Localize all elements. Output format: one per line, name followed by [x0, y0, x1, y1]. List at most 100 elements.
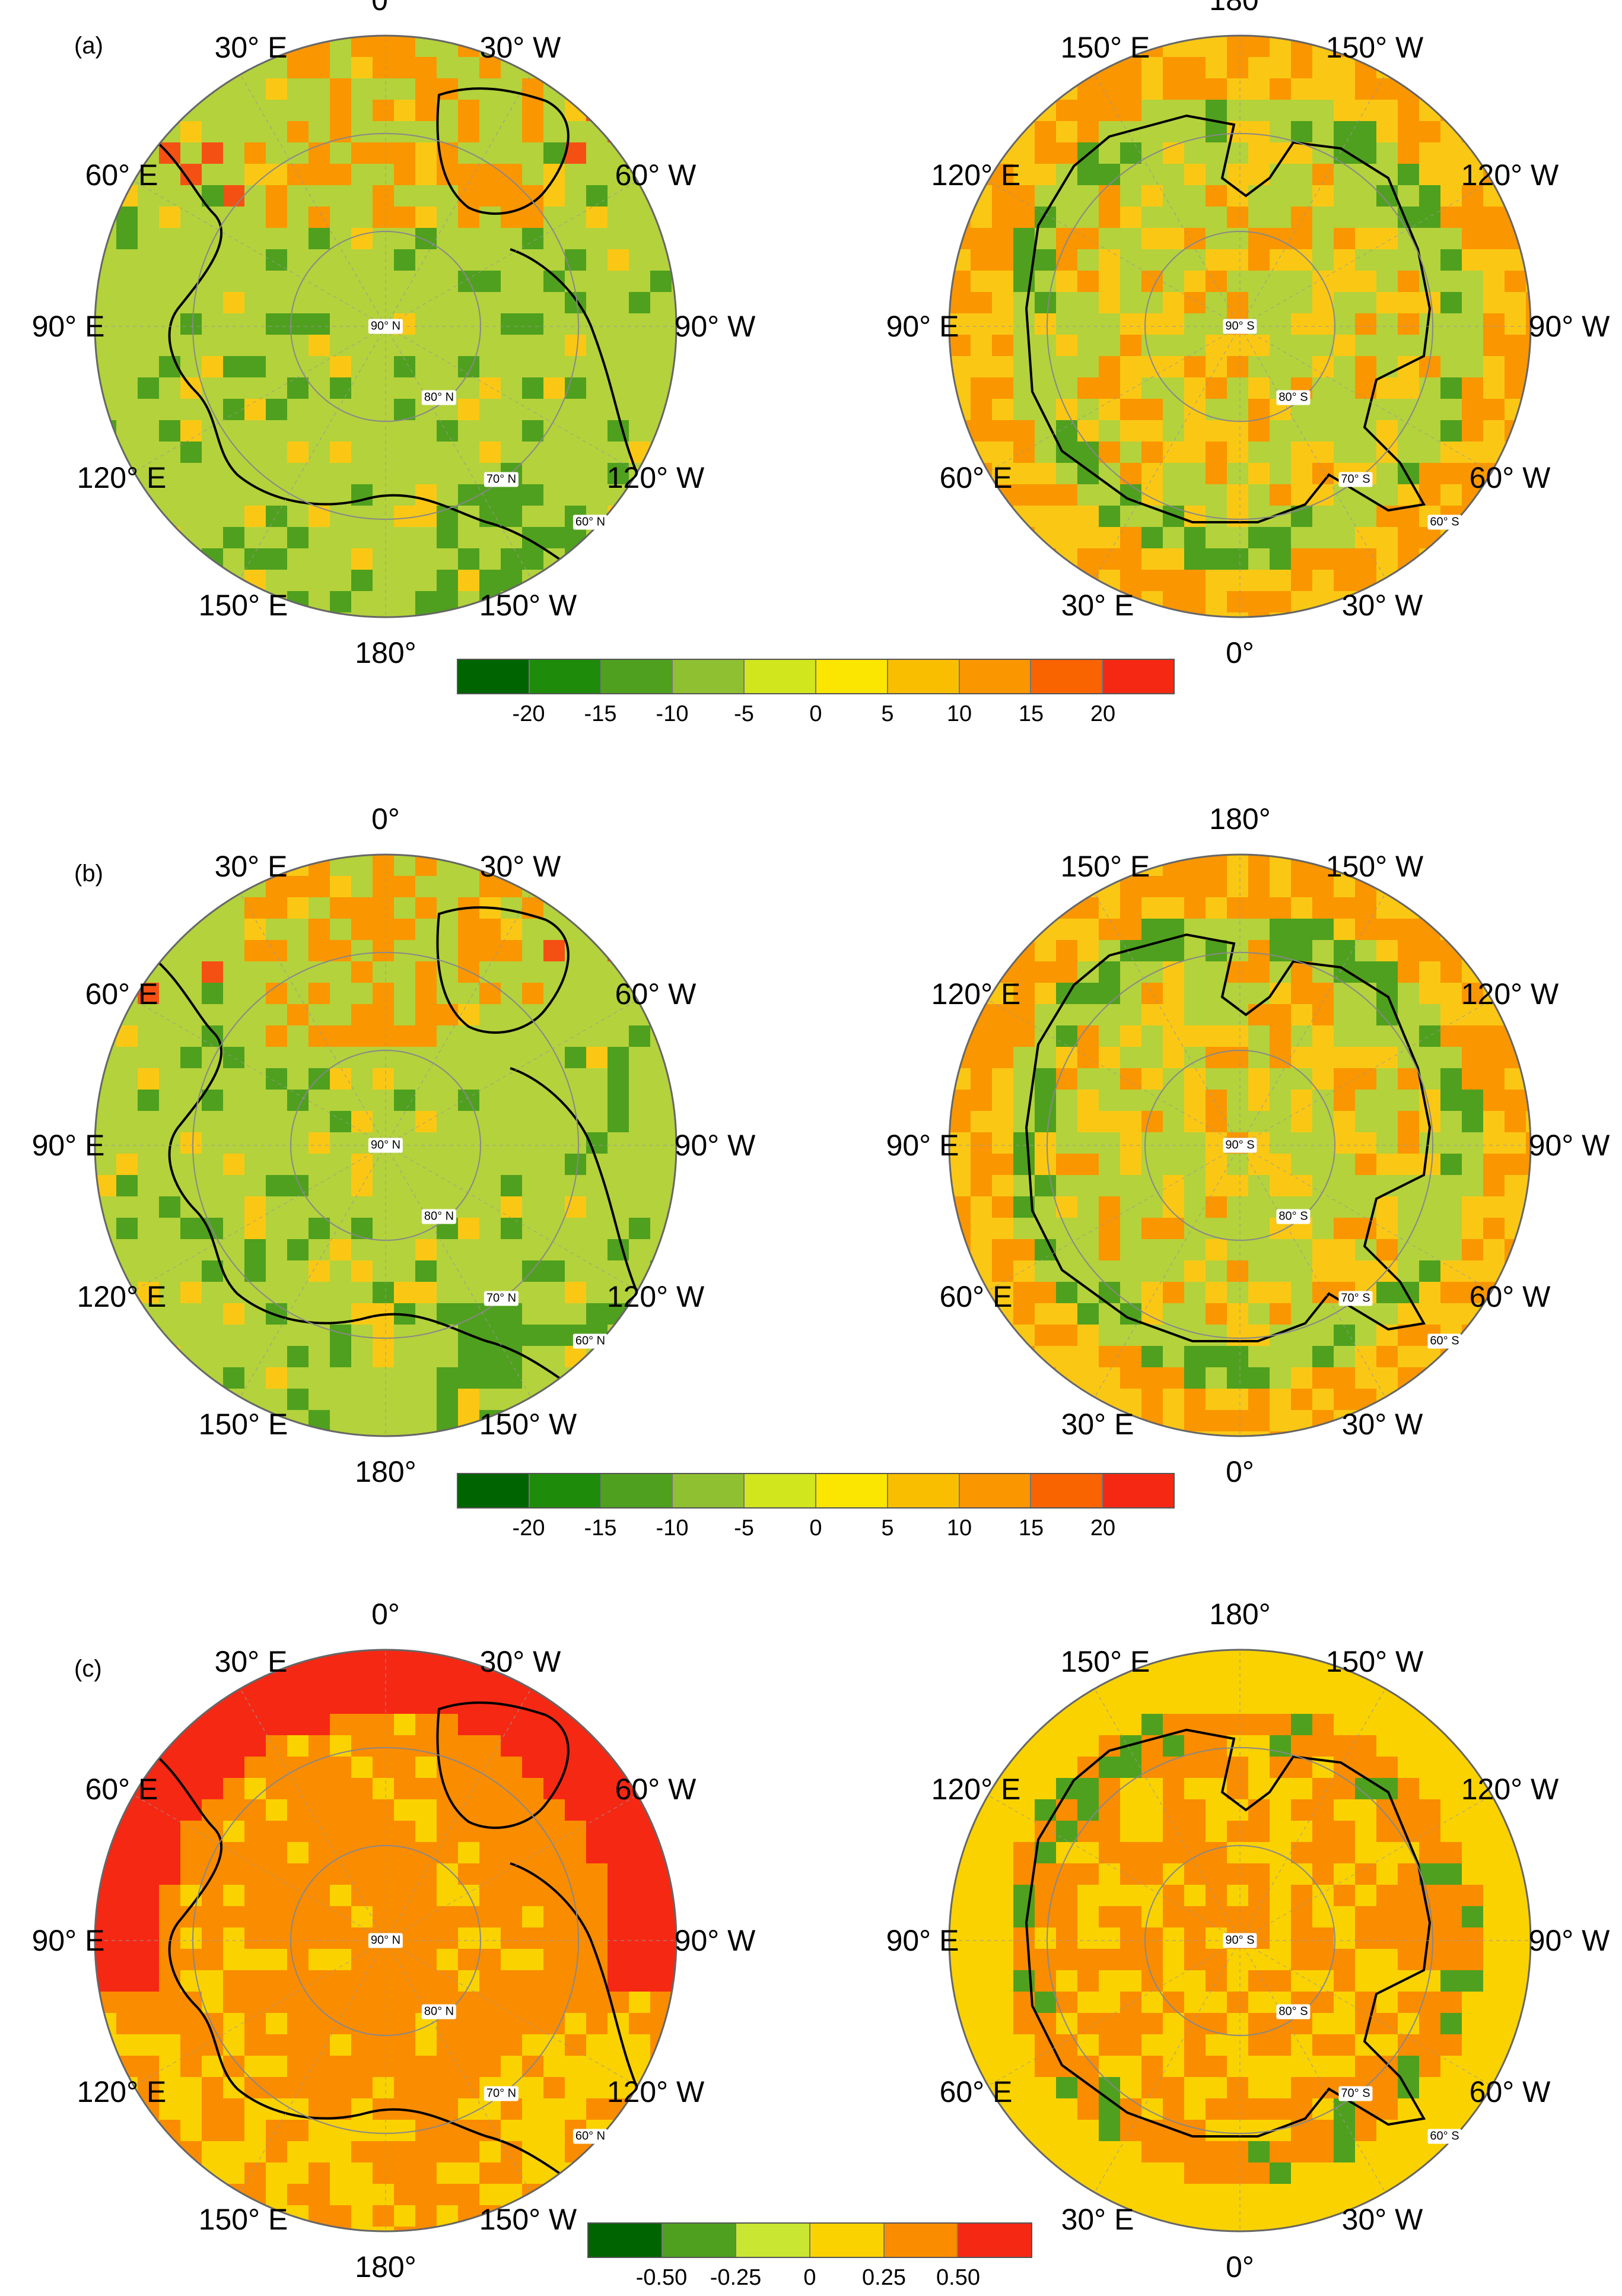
field-cell	[1099, 897, 1120, 919]
field-cell	[650, 1906, 672, 1927]
field-cell	[1077, 1303, 1099, 1325]
longitude-label: 150° E	[198, 2203, 288, 2236]
field-cell	[330, 897, 351, 919]
field-cell	[565, 2056, 586, 2077]
field-cell	[1206, 1431, 1227, 1436]
field-cell	[992, 1799, 1013, 1821]
field-cell	[1120, 1367, 1141, 1389]
field-cell	[373, 1346, 394, 1367]
field-cell	[1376, 142, 1398, 164]
field-cell	[1141, 876, 1163, 897]
field-cell	[1483, 420, 1505, 442]
field-cell	[1419, 399, 1440, 420]
field-cell	[1398, 271, 1419, 292]
graticule	[94, 34, 678, 618]
field-cell	[1462, 292, 1483, 313]
longitude-label: 30° W	[479, 31, 561, 64]
field-cell	[1398, 1004, 1419, 1025]
field-cell	[1035, 527, 1056, 548]
field-cell	[1184, 876, 1206, 897]
field-cell	[1270, 2056, 1291, 2077]
field-cell	[330, 1671, 351, 1692]
field-cell	[565, 100, 586, 121]
colorbar-swatch	[745, 1474, 816, 1507]
field-cell	[479, 1367, 501, 1389]
field-cell	[138, 2077, 159, 2098]
field-cell	[1291, 1692, 1312, 1714]
field-cell	[565, 1714, 586, 1735]
field-cell	[266, 2056, 287, 2077]
field-cell	[1035, 548, 1056, 570]
field-cell	[1312, 57, 1334, 78]
field-cell	[1206, 1346, 1227, 1367]
field-cell	[330, 442, 351, 463]
field-cell	[1013, 164, 1035, 185]
field-cell	[1248, 2056, 1270, 2077]
field-cell	[1013, 1239, 1035, 1260]
field-cell	[159, 1821, 180, 1842]
field-cell	[1035, 1260, 1056, 1282]
field-cell	[522, 420, 543, 442]
field-cell	[608, 2077, 629, 2098]
field-cell	[1440, 164, 1462, 185]
field-cell	[138, 2056, 159, 2077]
field-cell	[1248, 1068, 1270, 1090]
field-cell	[543, 1735, 565, 1757]
field-cell	[1120, 1885, 1141, 1906]
field-cell	[992, 2013, 1013, 2034]
field-cell	[1141, 1282, 1163, 1303]
field-cell	[1206, 591, 1227, 612]
field-cell	[1462, 2013, 1483, 2034]
latitude-label: 80° S	[1276, 2004, 1311, 2019]
field-cell	[1227, 2120, 1248, 2141]
field-cell	[1184, 2227, 1206, 2231]
field-cell	[1398, 919, 1419, 940]
field-cell	[1376, 1714, 1398, 1735]
greenland-coastline	[436, 87, 570, 215]
field-cell	[992, 1004, 1013, 1025]
colorbar-swatch	[959, 660, 1032, 693]
field-cell	[1291, 1735, 1312, 1757]
field-cell	[244, 2141, 266, 2162]
colorbar-tick-label: 10	[946, 1516, 972, 1541]
field-cell	[116, 1154, 138, 1175]
field-cell	[351, 1671, 373, 1692]
field-cell	[1419, 1282, 1440, 1303]
field-cell	[1248, 876, 1270, 897]
colorbar-swatch	[816, 660, 888, 693]
field-cell	[608, 1068, 629, 1090]
field-cell	[458, 1367, 479, 1389]
field-cell	[1248, 399, 1270, 420]
field-cell	[1120, 1970, 1141, 1992]
field-cell	[1440, 1090, 1462, 1111]
field-cell	[458, 1389, 479, 1410]
field-cell	[1227, 527, 1248, 548]
field-cell	[1462, 1025, 1483, 1047]
field-cell	[1077, 527, 1099, 548]
field-cell	[351, 36, 373, 57]
field-cell	[608, 1735, 629, 1757]
field-cell	[1334, 1090, 1355, 1111]
field-cell	[373, 1025, 394, 1047]
field-cell	[608, 1949, 629, 1970]
field-cell	[1270, 1927, 1291, 1949]
field-cell	[1462, 2077, 1483, 2098]
field-cell	[1334, 1218, 1355, 1239]
field-cell	[1355, 100, 1376, 121]
field-cell	[1440, 1025, 1462, 1047]
field-cell	[351, 2141, 373, 2162]
field-cell	[1035, 484, 1056, 506]
field-cell	[1013, 1047, 1035, 1068]
field-cell	[501, 1196, 522, 1218]
south-polar-svg	[948, 34, 1532, 618]
field-cell	[1141, 1692, 1163, 1714]
field-cell	[1035, 1927, 1056, 1949]
field-cell	[1013, 1218, 1035, 1239]
field-cell	[1376, 961, 1398, 983]
field-cell	[522, 207, 543, 228]
field-cell	[1206, 249, 1227, 271]
field-cell	[1035, 1778, 1056, 1799]
field-cell	[1291, 313, 1312, 335]
field-cell	[351, 1260, 373, 1282]
field-cell	[1398, 2056, 1419, 2077]
